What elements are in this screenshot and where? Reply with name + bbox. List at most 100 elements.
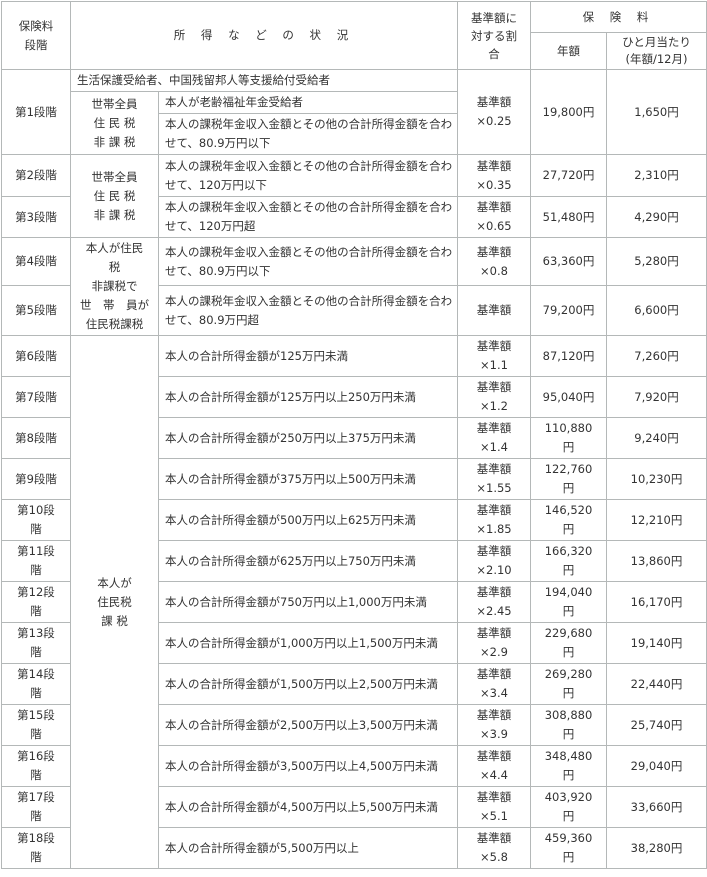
condition-cell: 本人の合計所得金額が2,500万円以上3,500万円未満 — [158, 704, 458, 746]
annual-cell: 166,320 円 — [530, 540, 607, 582]
annual-cell: 27,720円 — [530, 154, 607, 197]
table-row: 第8段階 本人の合計所得金額が250万円以上375万円未満 基準額 ×1.4 110,… — [1, 417, 707, 459]
monthly-cell: 4,290円 — [606, 196, 707, 238]
condition-cell: 本人の合計所得金額が125万円未満 — [158, 335, 458, 377]
annual-cell: 146,520 円 — [530, 499, 607, 541]
monthly-cell: 6,600円 — [606, 285, 707, 336]
table-row: 第4段階 本人が住民 税 非課税で 世 帯 員が 住民税課税 本人の課税年金収入金額… — [1, 236, 707, 336]
grade-cell: 第15段 階 — [1, 704, 71, 746]
monthly-cell: 19,140円 — [606, 622, 707, 664]
header-grade: 保険料 段階 — [1, 1, 71, 70]
ratio-cell: 基準額 ×1.85 — [457, 499, 531, 541]
annual-cell: 269,280 円 — [530, 663, 607, 705]
monthly-cell: 5,280円 — [606, 236, 707, 287]
annual-cell: 87,120円 — [530, 335, 607, 377]
ratio-cell: 基準額 ×2.9 — [457, 622, 531, 664]
condition-cell: 本人の合計所得金額が1,000万円以上1,500万円未満 — [158, 622, 458, 664]
table-row: 第12段 階 本人の合計所得金額が750万円以上1,000万円未満 基準額 ×2.4… — [1, 581, 707, 623]
table-row: 第6段階 本人が 住民税 課 税本人の合計所得金額が125万円未満 基準額 ×1.1… — [1, 335, 707, 869]
annual-cell: 348,480 円 — [530, 745, 607, 787]
monthly-cell: 10,230円 — [606, 458, 707, 500]
annual-cell: 229,680 円 — [530, 622, 607, 664]
grade-cell: 第17段 階 — [1, 786, 71, 828]
header-annual: 年額 — [530, 32, 607, 70]
grade-cell: 第16段 階 — [1, 745, 71, 787]
annual-cell: 110,880 円 — [530, 417, 607, 459]
condition-cell: 本人の合計所得金額が5,500万円以上 — [158, 827, 458, 869]
condition-cell: 生活保護受給者、中国残留邦人等支援給付受給者 — [70, 69, 458, 92]
annual-cell: 122,760 円 — [530, 458, 607, 500]
grade-cell: 第6段階 — [1, 335, 71, 377]
header-status: 所 得 な ど の 状 況 — [70, 1, 458, 70]
condition-cell: 本人の課税年金収入金額とその他の合計所得金額を合わせて、80.9万円超 — [158, 285, 458, 336]
condition-cell: 本人の課税年金収入金額とその他の合計所得金額を合わせて、120万円以下 — [158, 154, 458, 197]
ratio-cell: 基準額 ×3.9 — [457, 704, 531, 746]
condition-cell: 本人の合計所得金額が125万円以上250万円未満 — [158, 376, 458, 418]
table-row: 第9段階 本人の合計所得金額が375万円以上500万円未満 基準額 ×1.55 122… — [1, 458, 707, 500]
grade-cell: 第13段 階 — [1, 622, 71, 664]
ratio-cell: 基準額 ×0.8 — [457, 236, 531, 287]
ratio-cell: 基準額 ×2.45 — [457, 581, 531, 623]
grade-cell: 第18段 階 — [1, 827, 71, 869]
condition-cell: 本人の合計所得金額が250万円以上375万円未満 — [158, 417, 458, 459]
annual-cell: 403,920 円 — [530, 786, 607, 828]
condition-cell: 本人の課税年金収入金額とその他の合計所得金額を合わせて、80.9万円以下 — [158, 113, 458, 155]
grade-cell: 第9段階 — [1, 458, 71, 500]
monthly-cell: 22,440円 — [606, 663, 707, 705]
table-row: 第2段階 世帯全員 住 民 税 非 課 税本人の課税年金収入金額とその他の合計所得… — [1, 154, 707, 238]
monthly-cell: 1,650円 — [606, 69, 707, 155]
ratio-cell: 基準額 ×2.10 — [457, 540, 531, 582]
household-cell: 世帯全員 住 民 税 非 課 税 — [70, 154, 159, 238]
ratio-cell: 基準額 ×0.25 — [457, 69, 531, 155]
annual-cell: 459,360 円 — [530, 827, 607, 869]
condition-cell: 本人の合計所得金額が375万円以上500万円未満 — [158, 458, 458, 500]
ratio-cell: 基準額 ×0.65 — [457, 196, 531, 238]
table-row: 第10段 階本人の合計所得金額が500万円以上625万円未満 基準額 ×1.85 1… — [1, 499, 707, 541]
table-row: 第17段 階 本人の合計所得金額が4,500万円以上5,500万円未満 基準額 ×5… — [1, 786, 707, 828]
condition-cell: 本人の課税年金収入金額とその他の合計所得金額を合わせて、80.9万円以下 — [158, 236, 458, 287]
annual-cell: 51,480円 — [530, 196, 607, 238]
household-cell: 本人が住民 税 非課税で 世 帯 員が 住民税課税 — [70, 237, 159, 336]
ratio-cell: 基準額 ×4.4 — [457, 745, 531, 787]
ratio-cell: 基準額 ×1.4 — [457, 417, 531, 459]
table-row: 第15段 階 本人の合計所得金額が2,500万円以上3,500万円未満 基準額 ×3… — [1, 704, 707, 746]
grade-cell: 第1段階 — [1, 69, 71, 155]
monthly-cell: 13,860円 — [606, 540, 707, 582]
ratio-cell: 基準額 ×5.8 — [457, 827, 531, 869]
monthly-cell: 25,740円 — [606, 704, 707, 746]
header-monthly: ひと月当たり (年額/12月) — [606, 32, 707, 70]
grade-cell: 第3段階 — [1, 196, 71, 238]
monthly-cell: 7,920円 — [606, 376, 707, 418]
monthly-cell: 33,660円 — [606, 786, 707, 828]
household-cell: 世帯全員 住 民 税 非 課 税 — [70, 91, 159, 155]
ratio-cell: 基準額 ×5.1 — [457, 786, 531, 828]
monthly-cell: 7,260円 — [606, 335, 707, 377]
table-row: 第7段階 本人の合計所得金額が125万円以上250万円未満 基準額 ×1.2 95,0… — [1, 376, 707, 418]
monthly-cell: 38,280円 — [606, 827, 707, 869]
table-row: 第18段 階 本人の合計所得金額が5,500万円以上 基準額 ×5.8 459,360… — [1, 827, 707, 869]
grade-cell: 第11段 階 — [1, 540, 71, 582]
condition-cell: 本人の合計所得金額が1,500万円以上2,500万円未満 — [158, 663, 458, 705]
table-row: 第3段階 本人の課税年金収入金額とその他の合計所得金額を合わせて、120万円超 基準… — [1, 196, 707, 238]
grade-cell: 第2段階 — [1, 154, 71, 197]
header-premium: 保 険 料 — [530, 1, 707, 33]
table-row: 第1段階 生活保護受給者、中国残留邦人等支援給付受給者 基準額 ×0.25 19,80… — [1, 69, 707, 155]
monthly-cell: 12,210円 — [606, 499, 707, 541]
table-row: 第5段階 本人の課税年金収入金額とその他の合計所得金額を合わせて、80.9万円超基… — [1, 285, 707, 336]
ratio-cell: 基準額 ×3.4 — [457, 663, 531, 705]
grade-cell: 第7段階 — [1, 376, 71, 418]
monthly-cell: 2,310円 — [606, 154, 707, 197]
ratio-cell: 基準額 ×1.1 — [457, 335, 531, 377]
annual-cell: 308,880 円 — [530, 704, 607, 746]
annual-cell: 63,360円 — [530, 236, 607, 287]
monthly-cell: 29,040円 — [606, 745, 707, 787]
grade-cell: 第4段階 — [1, 236, 71, 287]
table-row: 第13段 階 本人の合計所得金額が1,000万円以上1,500万円未満 基準額 ×2… — [1, 622, 707, 664]
grade-cell: 第14段 階 — [1, 663, 71, 705]
monthly-cell: 16,170円 — [606, 581, 707, 623]
grade-cell: 第5段階 — [1, 285, 71, 336]
condition-cell: 本人の合計所得金額が3,500万円以上4,500万円未満 — [158, 745, 458, 787]
table-row: 世帯全員 住 民 税 非 課 税本人が老齢福祉年金受給者 — [2, 91, 707, 155]
condition-cell: 本人の課税年金収入金額とその他の合計所得金額を合わせて、120万円超 — [158, 196, 458, 238]
